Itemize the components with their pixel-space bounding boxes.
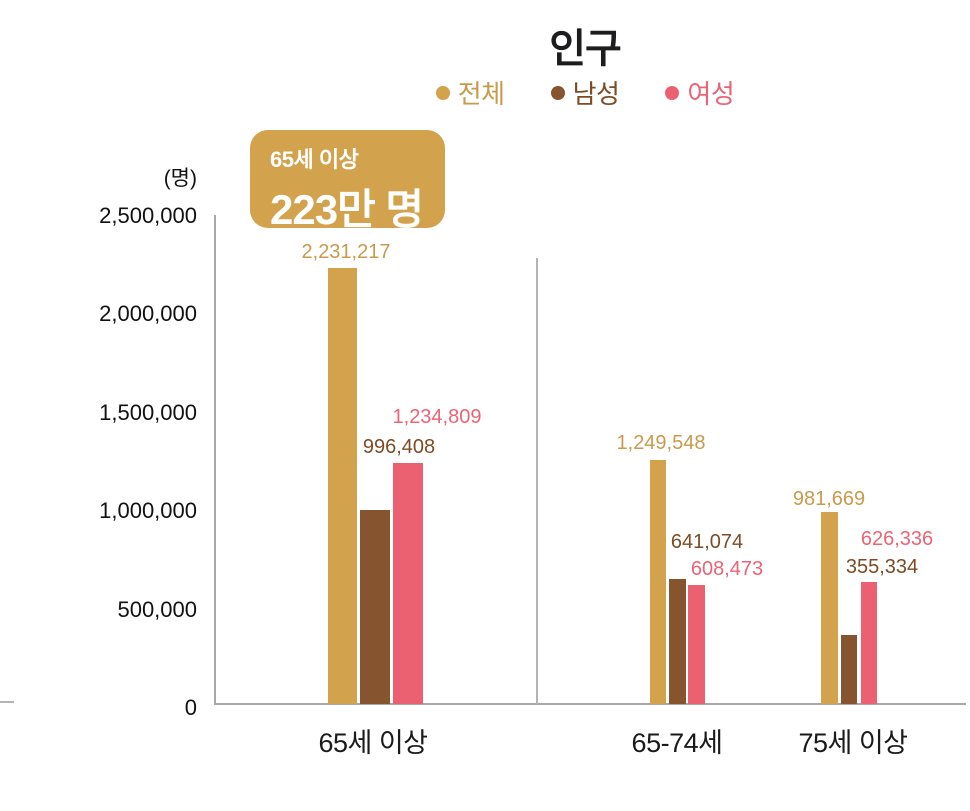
x-category-label: 75세 이상 <box>798 728 908 758</box>
legend-item-female: 여성 <box>665 74 735 111</box>
bar-total <box>328 268 357 704</box>
bar-female <box>861 582 877 704</box>
bar-value-label: 626,336 <box>860 528 934 550</box>
left-edge-tick <box>0 701 14 703</box>
bar-male <box>360 510 390 704</box>
legend-dot-female-icon <box>665 85 680 100</box>
y-tick-label: 1,500,000 <box>99 399 197 425</box>
bar-female <box>393 463 423 704</box>
bar-value-label: 608,473 <box>690 558 764 580</box>
bar-value-label: 981,669 <box>792 488 866 510</box>
chart-title: 인구 <box>549 27 622 71</box>
y-tick-label: 0 <box>184 695 197 720</box>
legend: 전체 남성 여성 <box>215 74 955 111</box>
y-axis-line <box>214 215 216 705</box>
bar-value-label: 355,334 <box>845 556 919 578</box>
x-category-label: 65세 이상 <box>318 728 428 758</box>
y-tick-label: 2,500,000 <box>99 203 197 228</box>
x-category-label: 65-74세 <box>631 728 723 758</box>
legend-dot-total-icon <box>435 85 450 100</box>
legend-item-total: 전체 <box>435 74 505 111</box>
y-tick-label: 500,000 <box>117 596 197 622</box>
bar-value-label: 1,234,809 <box>392 406 482 428</box>
y-tick-label: 2,000,000 <box>99 301 197 327</box>
legend-item-male: 남성 <box>550 74 620 111</box>
x-axis-baseline <box>214 703 966 705</box>
legend-label-female: 여성 <box>687 79 735 109</box>
bar-value-label: 641,074 <box>670 531 744 553</box>
bar-value-label: 2,231,217 <box>301 241 391 263</box>
bar-total <box>650 460 666 704</box>
callout-badge-value: 223만 명 <box>270 186 424 233</box>
bar-value-label: 996,408 <box>362 436 436 458</box>
bar-female <box>688 585 705 704</box>
bar-value-label: 1,249,548 <box>616 432 706 454</box>
bar-male <box>669 579 686 704</box>
bar-male <box>841 635 857 704</box>
bar-total <box>821 512 838 704</box>
y-axis-unit-label: (명) <box>163 167 197 190</box>
panel-divider-line <box>536 258 538 704</box>
legend-dot-male-icon <box>550 85 565 100</box>
y-tick-label: 1,000,000 <box>99 498 197 524</box>
callout-badge: 65세 이상 223만 명 <box>250 130 445 233</box>
legend-label-total: 전체 <box>457 79 505 109</box>
legend-label-male: 남성 <box>572 79 620 109</box>
callout-badge-subtitle: 65세 이상 <box>270 147 359 172</box>
